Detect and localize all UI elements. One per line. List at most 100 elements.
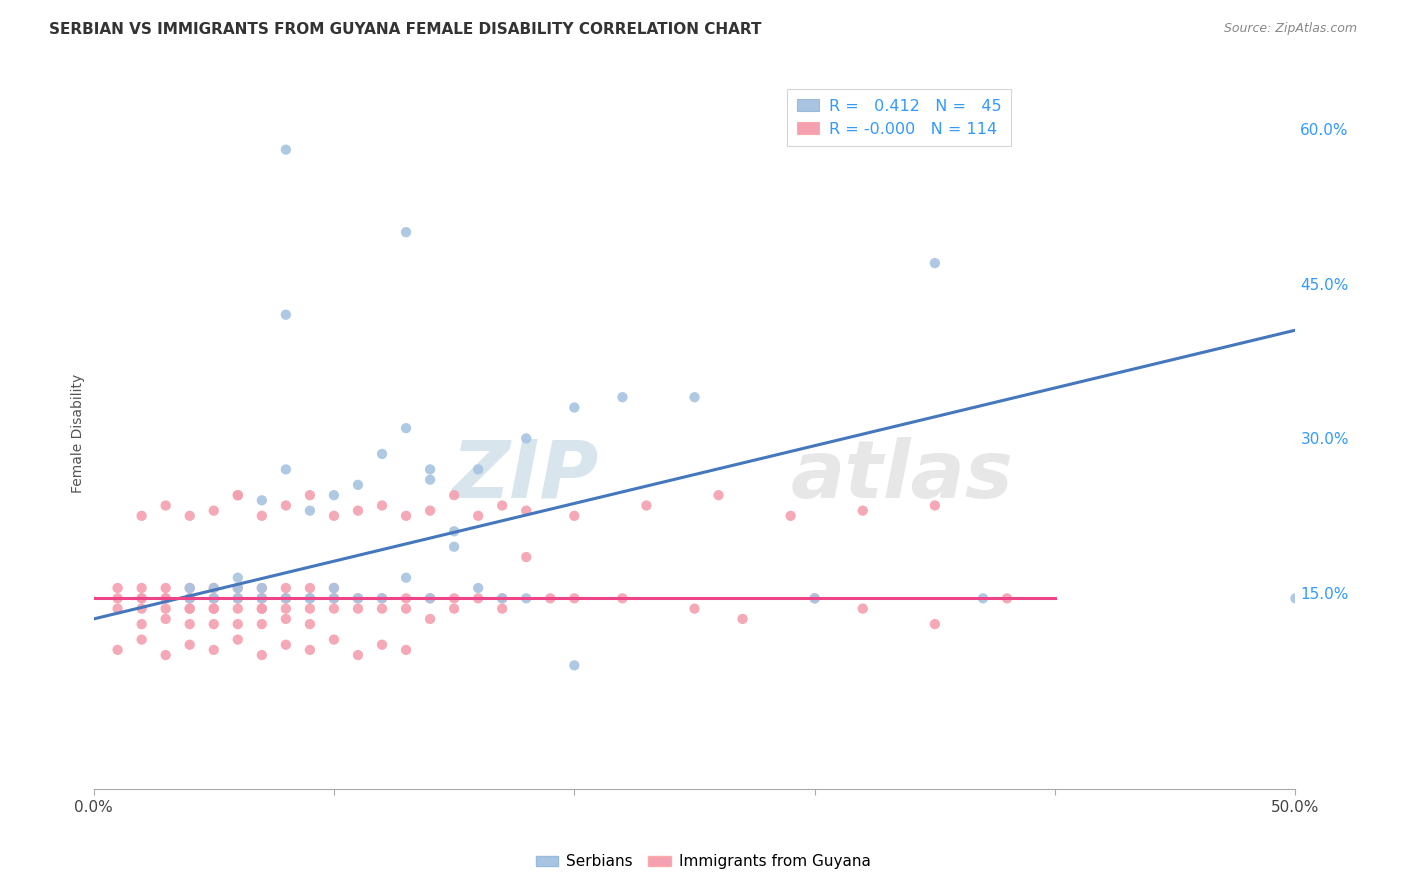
Point [419,591,441,606]
Point [371,591,394,606]
Point [107,643,129,657]
Text: SERBIAN VS IMMIGRANTS FROM GUYANA FEMALE DISABILITY CORRELATION CHART: SERBIAN VS IMMIGRANTS FROM GUYANA FEMALE… [49,22,762,37]
Text: ZIP: ZIP [451,437,599,515]
Point [467,591,489,606]
Point [371,638,394,652]
Point [274,143,297,157]
Point [298,643,321,657]
Point [803,591,825,606]
Point [562,591,585,606]
Point [250,581,273,595]
Point [972,591,994,606]
Point [779,508,801,523]
Point [924,499,946,513]
Point [419,462,441,476]
Y-axis label: Female Disability: Female Disability [72,374,86,493]
Point [226,632,249,647]
Point [347,591,370,606]
Point [179,617,201,632]
Point [179,581,201,595]
Point [395,225,418,239]
Point [179,591,201,606]
Point [683,601,706,615]
Point [202,591,225,606]
Point [395,591,418,606]
Point [274,591,297,606]
Point [562,401,585,415]
Point [323,591,346,606]
Point [250,617,273,632]
Point [515,503,537,517]
Point [250,601,273,615]
Point [226,591,249,606]
Point [1284,591,1306,606]
Point [202,581,225,595]
Point [995,591,1018,606]
Point [131,617,153,632]
Point [298,488,321,502]
Point [250,493,273,508]
Point [131,601,153,615]
Point [298,601,321,615]
Point [250,648,273,662]
Point [395,571,418,585]
Point [347,478,370,492]
Point [226,571,249,585]
Point [491,499,513,513]
Point [347,591,370,606]
Point [274,612,297,626]
Point [107,581,129,595]
Point [179,508,201,523]
Point [274,591,297,606]
Point [274,638,297,652]
Point [491,591,513,606]
Point [707,488,730,502]
Point [419,473,441,487]
Point [323,508,346,523]
Point [395,643,418,657]
Point [226,581,249,595]
Point [179,591,201,606]
Point [179,601,201,615]
Point [155,581,177,595]
Point [179,581,201,595]
Point [443,540,465,554]
Point [323,488,346,502]
Point [419,503,441,517]
Point [347,503,370,517]
Point [131,632,153,647]
Point [250,508,273,523]
Point [107,601,129,615]
Point [250,581,273,595]
Point [298,591,321,606]
Point [852,503,875,517]
Point [852,601,875,615]
Point [179,591,201,606]
Point [562,658,585,673]
Point [250,591,273,606]
Point [226,488,249,502]
Point [202,601,225,615]
Point [155,648,177,662]
Point [202,503,225,517]
Point [179,638,201,652]
Point [131,591,153,606]
Point [155,499,177,513]
Point [347,648,370,662]
Point [924,256,946,270]
Point [636,499,658,513]
Point [419,612,441,626]
Point [155,601,177,615]
Point [491,601,513,615]
Point [323,601,346,615]
Point [803,591,825,606]
Point [226,601,249,615]
Point [298,591,321,606]
Point [323,632,346,647]
Point [395,601,418,615]
Point [226,591,249,606]
Point [274,581,297,595]
Point [250,601,273,615]
Point [131,508,153,523]
Point [347,601,370,615]
